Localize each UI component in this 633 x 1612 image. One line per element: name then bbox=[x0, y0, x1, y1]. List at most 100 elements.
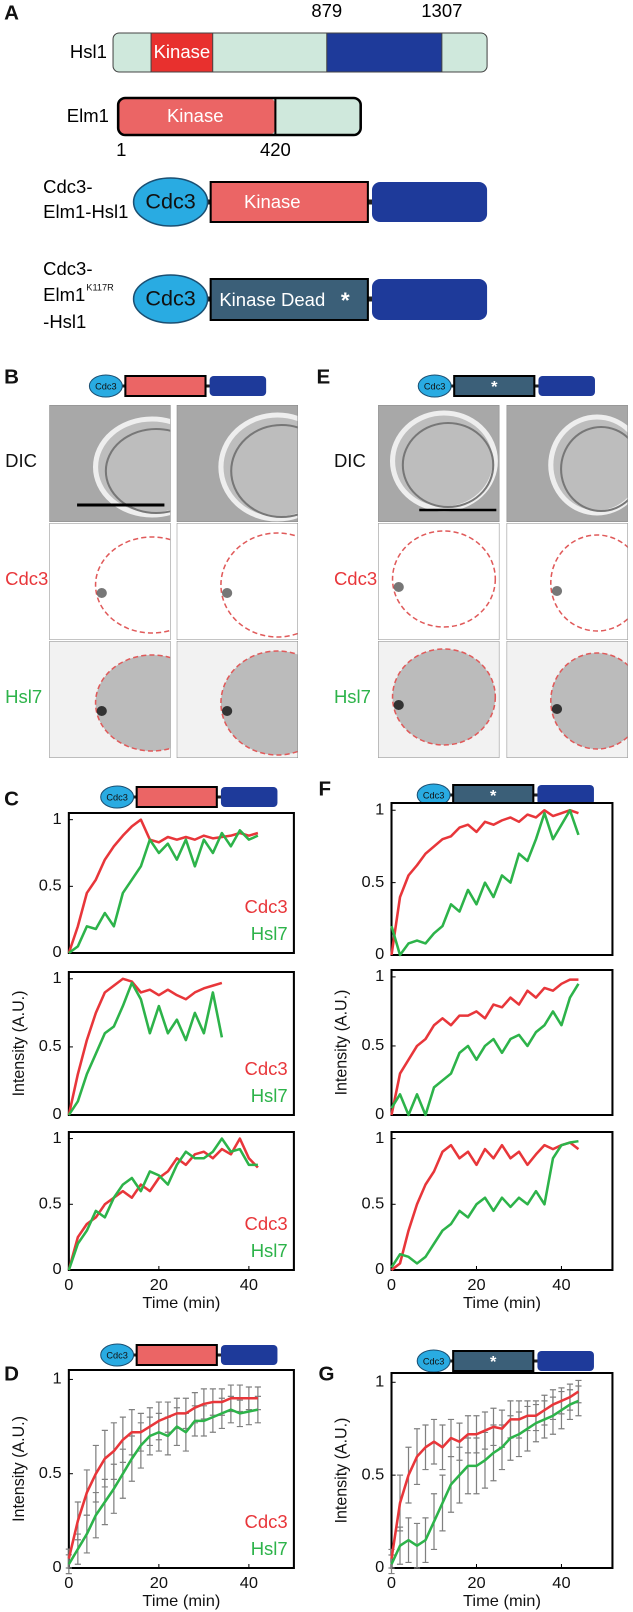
row-label: Cdc3 bbox=[5, 568, 48, 589]
cell bbox=[392, 649, 496, 745]
micrograph bbox=[49, 405, 171, 522]
c-term-domain bbox=[220, 787, 278, 807]
x-tick-label: 20 bbox=[467, 1276, 485, 1294]
c-term-domain bbox=[220, 1345, 278, 1365]
cell bbox=[220, 651, 299, 755]
y-tick-label: 0.5 bbox=[361, 1195, 384, 1213]
y-tick-label: 1 bbox=[53, 810, 62, 828]
y-tick-label: 0.5 bbox=[361, 873, 384, 891]
y-tick-label: 0 bbox=[53, 1260, 62, 1278]
c-term-domain bbox=[326, 32, 443, 73]
cdc3-tag bbox=[417, 374, 452, 398]
y-axis-label: Intensity (A.U.) bbox=[10, 991, 28, 1097]
y-tick-label: 1 bbox=[375, 801, 384, 819]
background bbox=[176, 523, 299, 640]
legend-label: Cdc3 bbox=[245, 1058, 288, 1079]
micrograph bbox=[506, 523, 628, 640]
x-tick-label: 40 bbox=[552, 1276, 570, 1294]
plot-frame bbox=[390, 969, 614, 1116]
panel-label: A bbox=[4, 3, 19, 25]
y-axis-label: Intensity (A.U.) bbox=[332, 1418, 350, 1524]
outline bbox=[550, 652, 628, 750]
panel-label: C bbox=[4, 789, 19, 811]
row-label: DIC bbox=[334, 450, 366, 471]
series-line bbox=[390, 1390, 580, 1559]
y-axis-label: Intensity (A.U.) bbox=[10, 1416, 28, 1522]
series-line bbox=[67, 818, 259, 954]
kinase-domain bbox=[209, 181, 369, 223]
c-term-domain bbox=[537, 1351, 594, 1371]
series-line bbox=[67, 977, 223, 1116]
c-term-domain bbox=[538, 376, 595, 396]
cdc3-tag bbox=[100, 1343, 135, 1367]
spot bbox=[393, 700, 404, 710]
series-line bbox=[390, 983, 580, 1117]
cell-shadow bbox=[104, 428, 171, 514]
mutation-mark: * bbox=[490, 1353, 497, 1371]
series-line bbox=[67, 1137, 259, 1271]
protein-name: Elm1 bbox=[67, 105, 109, 126]
background bbox=[378, 523, 500, 640]
construct-name: Cdc3- bbox=[43, 258, 92, 279]
construct-name: Cdc3- bbox=[43, 176, 92, 197]
series-line bbox=[390, 1139, 579, 1269]
micrograph bbox=[506, 405, 628, 522]
series-line bbox=[390, 808, 580, 957]
kinase-dead-domain bbox=[209, 278, 369, 321]
panel-label: F bbox=[319, 779, 332, 801]
x-tick-label: 40 bbox=[240, 1276, 258, 1294]
spot bbox=[221, 706, 233, 716]
x-tick-label: 0 bbox=[387, 1574, 396, 1592]
kinase-domain bbox=[124, 375, 207, 397]
cell bbox=[95, 655, 171, 751]
cell-shadow bbox=[560, 426, 628, 512]
cdc3-tag bbox=[88, 374, 123, 398]
plot-frame bbox=[390, 802, 614, 956]
row-label: Hsl7 bbox=[5, 686, 42, 707]
series-line bbox=[67, 981, 224, 1116]
x-tick-label: 40 bbox=[552, 1574, 570, 1592]
micrograph bbox=[506, 641, 628, 758]
tag-label: Cdc3 bbox=[95, 381, 117, 391]
series-line bbox=[68, 829, 259, 954]
legend-label: Cdc3 bbox=[245, 1511, 288, 1532]
spot bbox=[96, 706, 107, 716]
micrograph bbox=[176, 523, 299, 640]
series-line bbox=[390, 1399, 579, 1565]
c-term-domain bbox=[209, 376, 267, 396]
row-label: DIC bbox=[5, 450, 37, 471]
tag-label: Cdc3 bbox=[423, 1356, 445, 1366]
micrograph bbox=[378, 405, 500, 522]
legend-label: Hsl7 bbox=[251, 923, 288, 944]
row-label: Cdc3 bbox=[334, 568, 377, 589]
superscript: K117R bbox=[86, 282, 114, 292]
series-line bbox=[67, 1408, 259, 1565]
y-tick-label: 0.5 bbox=[39, 1195, 62, 1213]
plot-frame bbox=[67, 1369, 295, 1569]
c-term-domain bbox=[371, 279, 488, 320]
construct-name: Elm1-Hsl1 bbox=[43, 201, 128, 222]
micrograph bbox=[49, 523, 171, 640]
outline bbox=[94, 654, 171, 752]
y-tick-label: 1 bbox=[53, 1129, 62, 1147]
mutation-mark: * bbox=[490, 787, 497, 805]
panel-label: G bbox=[319, 1364, 335, 1386]
spot bbox=[551, 586, 563, 596]
legend-label: Hsl7 bbox=[251, 1538, 288, 1559]
outline bbox=[391, 530, 497, 628]
y-axis-label: Intensity (A.U.) bbox=[332, 990, 350, 1096]
panel-label: B bbox=[4, 367, 19, 389]
y-tick-label: 0 bbox=[375, 1558, 384, 1576]
outline bbox=[220, 650, 299, 756]
error-bar bbox=[575, 1385, 582, 1417]
kinase-domain bbox=[135, 786, 218, 808]
x-axis-label: Time (min) bbox=[463, 1294, 541, 1312]
cell-shadow bbox=[401, 422, 495, 508]
cdc3-tag bbox=[132, 177, 209, 227]
y-tick-label: 0 bbox=[53, 1558, 62, 1576]
spot bbox=[96, 588, 107, 598]
x-tick-label: 0 bbox=[64, 1574, 73, 1592]
legend-label: Cdc3 bbox=[245, 896, 288, 917]
legend-label: Hsl7 bbox=[251, 1240, 288, 1261]
